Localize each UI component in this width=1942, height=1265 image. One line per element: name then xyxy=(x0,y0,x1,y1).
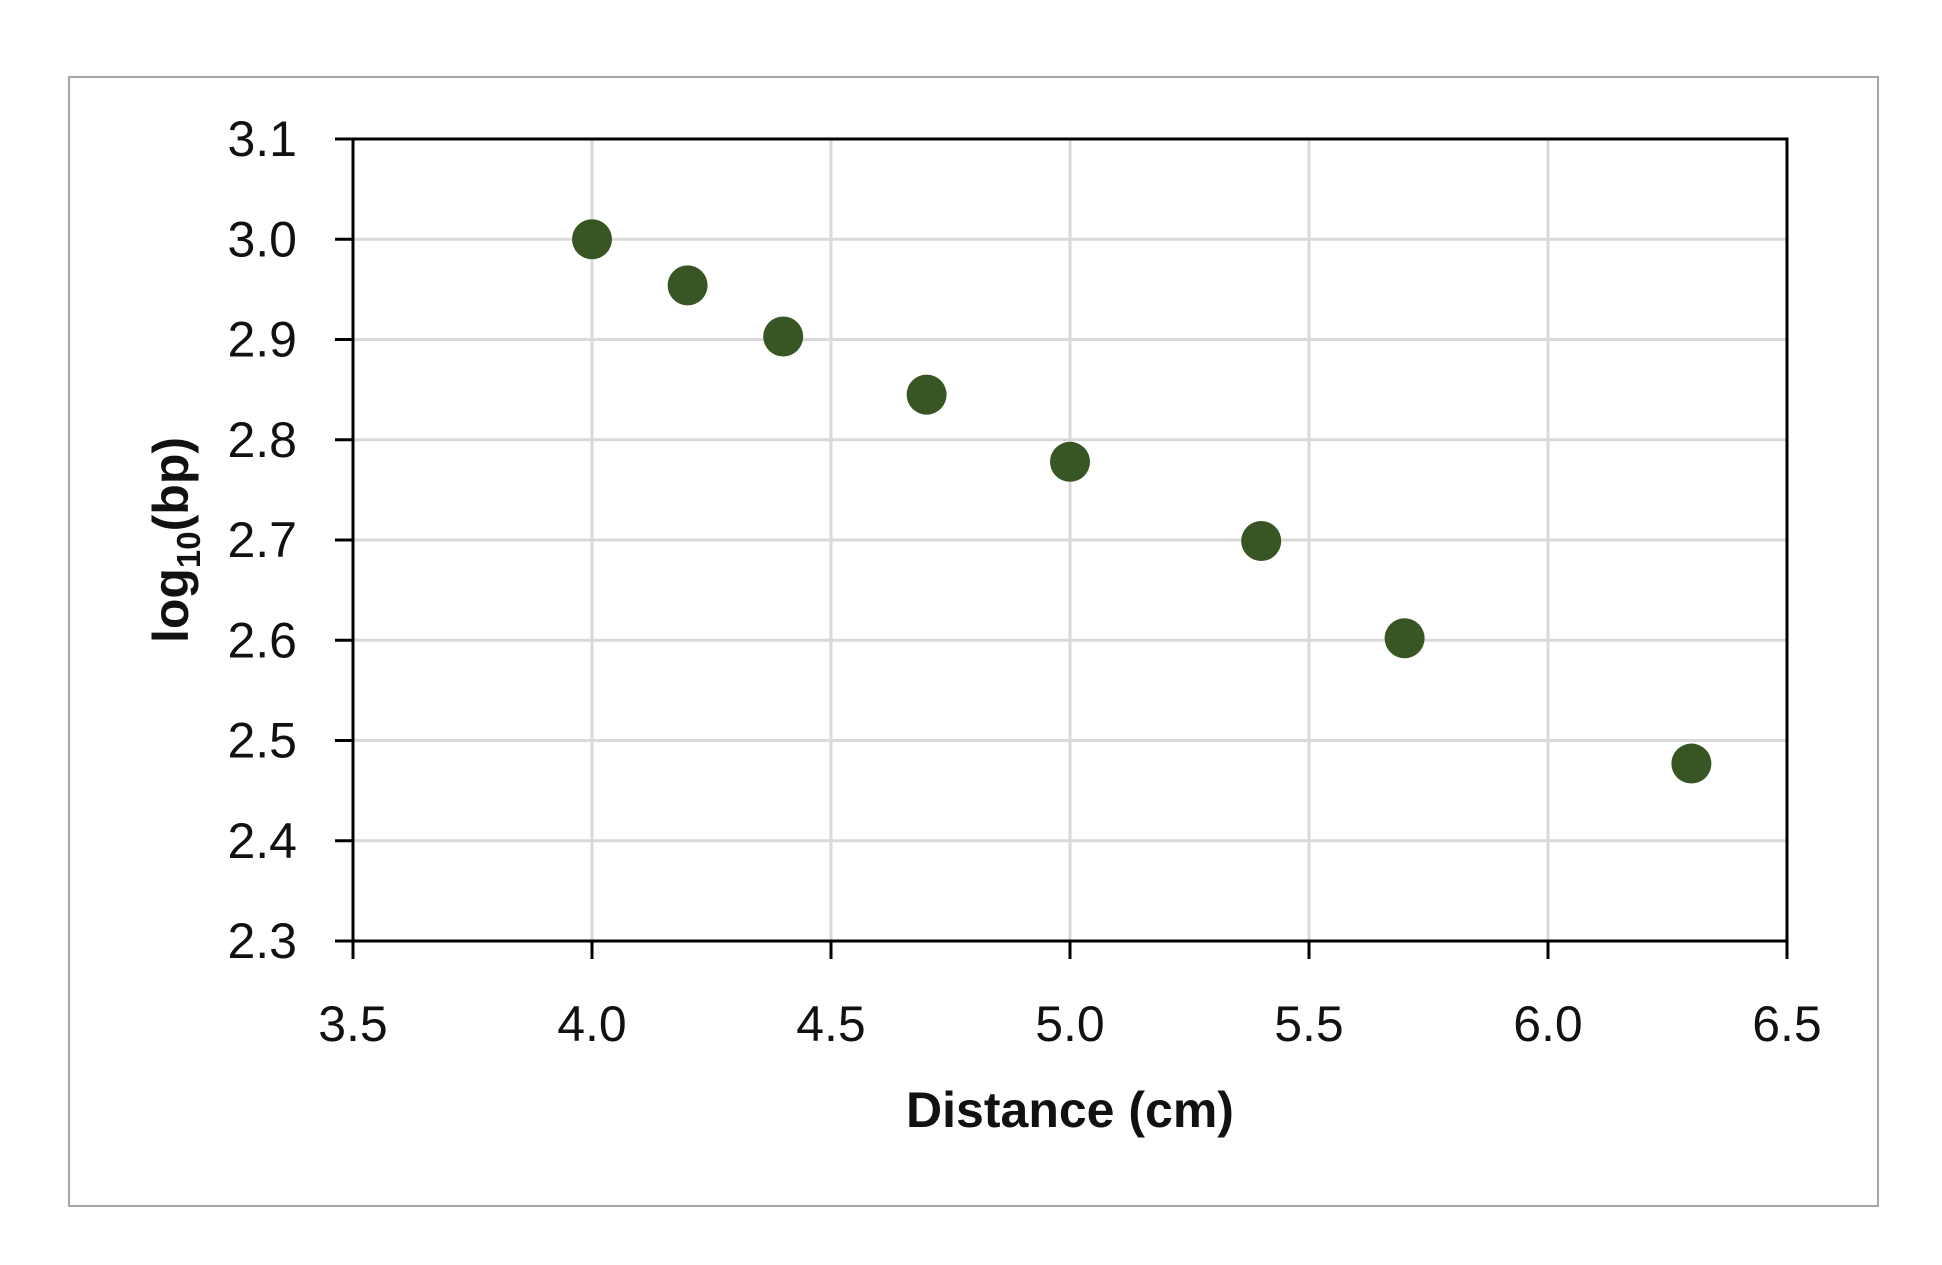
x-tick-labels: 3.5 4.0 4.5 5.0 5.5 6.0 6.5 xyxy=(318,996,1822,1052)
data-point xyxy=(1050,441,1090,482)
data-point xyxy=(1384,618,1425,659)
data-point xyxy=(906,374,947,415)
x-tick-label: 3.5 xyxy=(318,996,388,1052)
y-axis-title-suffix: (bp) xyxy=(143,437,199,531)
x-tick-label: 5.5 xyxy=(1274,996,1344,1052)
x-tick-label: 6.0 xyxy=(1513,996,1583,1052)
y-axis-title-prefix: log xyxy=(143,568,199,643)
data-point xyxy=(763,316,804,357)
y-tick-label: 3.0 xyxy=(227,211,297,267)
y-axis-title: log10(bp) xyxy=(143,437,207,643)
data-point xyxy=(572,219,612,260)
y-tick-label: 2.7 xyxy=(227,512,297,568)
axis-ticks xyxy=(335,137,1789,959)
x-tick-label: 5.0 xyxy=(1035,996,1105,1052)
y-tick-labels: 2.3 2.4 2.5 2.6 2.7 2.8 2.9 3.0 3.1 xyxy=(227,111,297,969)
data-point xyxy=(1241,521,1282,562)
x-axis-title: Distance (cm) xyxy=(906,1082,1234,1138)
y-tick-label: 3.1 xyxy=(227,111,297,167)
y-tick-label: 2.5 xyxy=(227,713,297,769)
x-tick-label: 4.5 xyxy=(796,996,866,1052)
y-axis-title-subscript: 10 xyxy=(170,531,207,568)
y-tick-label: 2.4 xyxy=(227,813,297,869)
y-tick-label: 2.8 xyxy=(227,412,297,468)
y-tick-label: 2.3 xyxy=(227,913,297,969)
data-point xyxy=(667,265,708,306)
data-point xyxy=(1671,743,1712,784)
x-tick-label: 6.5 xyxy=(1752,996,1822,1052)
y-tick-label: 2.6 xyxy=(227,612,297,668)
x-tick-label: 4.0 xyxy=(557,996,627,1052)
y-tick-label: 2.9 xyxy=(227,312,297,368)
data-points xyxy=(572,219,1712,784)
gridlines xyxy=(353,139,1787,941)
